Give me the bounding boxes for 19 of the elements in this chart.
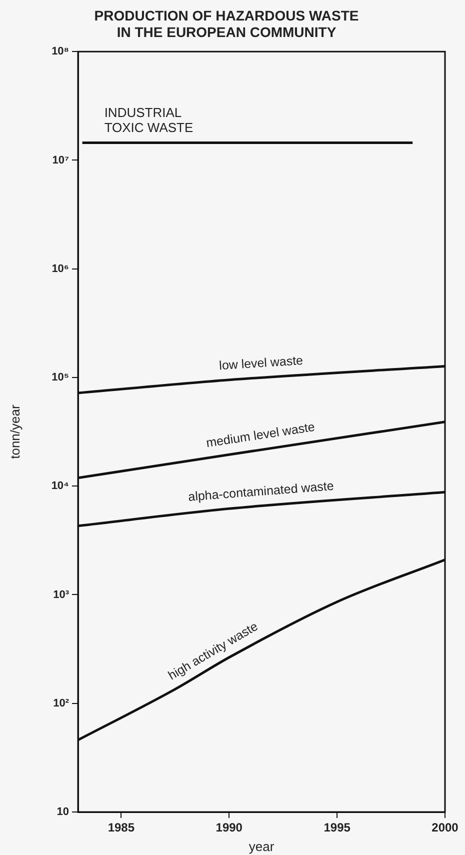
y-tick-label: 10⁶: [52, 262, 69, 275]
y-tick-label: 10⁸: [52, 46, 69, 58]
y-tick-label: 10⁵: [52, 372, 69, 384]
series-label: alpha-contaminated waste: [188, 478, 334, 504]
y-tick-label: 10: [56, 806, 69, 818]
y-tick-label: 10³: [53, 588, 70, 601]
x-tick-label: 1990: [216, 820, 243, 835]
x-tick-label: 1985: [108, 820, 135, 835]
text: medium level waste: [205, 420, 316, 450]
y-tick-label: 10⁴: [51, 480, 69, 492]
series-label: INDUSTRIAL TOXIC WASTE: [104, 104, 194, 135]
y-tick-label: 10⁷: [52, 154, 70, 166]
x-tick-label: 2000: [432, 820, 459, 835]
x-axis-title: year: [248, 838, 275, 854]
x-tick-label: 1995: [324, 820, 351, 835]
y-axis-title: tonn/year: [7, 404, 22, 459]
y-tick-label: 10²: [53, 697, 70, 710]
chart-title: PRODUCTION OF HAZARDOUS WASTE IN THE EUROPEAN COMMUNITY: [94, 7, 359, 40]
series-label: low level waste: [218, 353, 304, 373]
